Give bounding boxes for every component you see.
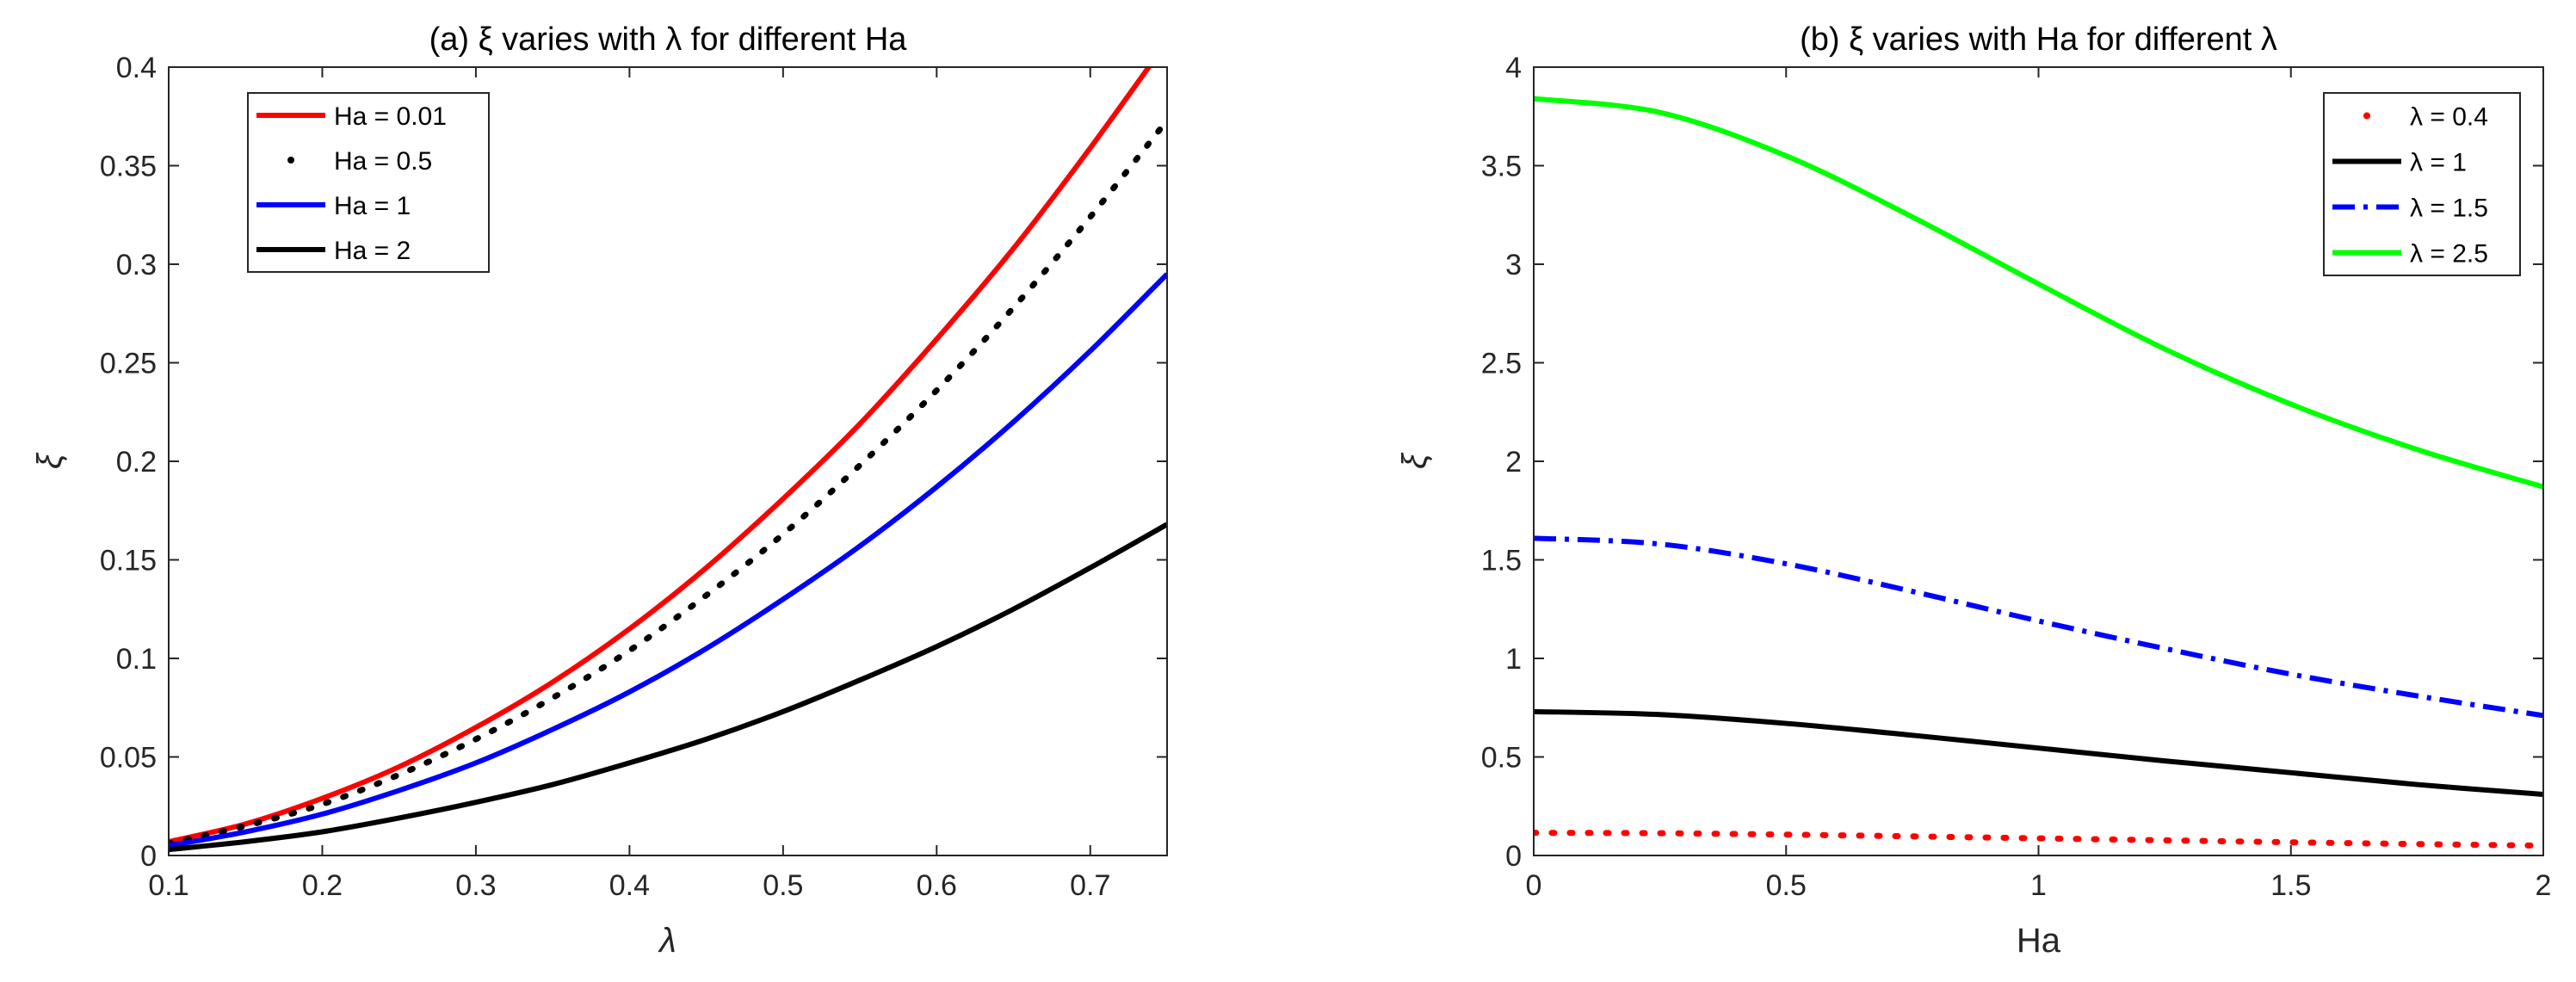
y-tick-label: 0.25	[100, 348, 157, 380]
y-tick-label: 0.15	[100, 545, 157, 577]
panel-a: 0.1 0.2 0.3 0.4 0.5 0.6 0.7 0 0.05 0.1 0.15 0.2 0.25…	[31, 22, 1168, 960]
x-axis-label: Ha	[2017, 922, 2061, 960]
chart-title: (a) ξ varies with λ for different Ha	[429, 22, 908, 58]
y-tick-label: 3	[1505, 249, 1522, 281]
y-tick-label: 1	[1505, 643, 1522, 676]
y-tick-label: 0.05	[100, 742, 157, 775]
series-line-1	[1534, 830, 2543, 849]
legend-marker	[287, 157, 294, 164]
legend-entry-label: λ = 1	[2410, 149, 2467, 177]
series-line-3	[169, 272, 1167, 849]
series-line-2	[169, 117, 1167, 847]
legend-entry-label: Ha = 0.01	[334, 102, 447, 131]
series-line-1	[169, 67, 1152, 844]
y-tick-label: 0.2	[116, 446, 157, 479]
x-tick-label: 0.5	[763, 869, 803, 902]
legend-entry-label: Ha = 2	[334, 237, 411, 265]
x-tick-label: 2	[2536, 869, 2552, 902]
y-axis-label: ξ	[31, 452, 69, 469]
series-line-2	[1534, 708, 2543, 798]
legend-entry-label: Ha = 1	[334, 192, 411, 220]
y-axis-label: ξ	[1396, 452, 1434, 469]
legend: Ha = 0.01 Ha = 0.5 Ha = 1 Ha = 2	[247, 92, 490, 273]
legend-entry-label: λ = 0.4	[2410, 103, 2488, 132]
x-tick-label: 0.2	[302, 869, 343, 902]
legend-entry-label: λ = 1.5	[2410, 195, 2488, 223]
x-tick-label: 0.3	[455, 869, 496, 902]
legend-marker	[2363, 112, 2370, 120]
panel-b: 0 0.5 1 1.5 2 0 0.5 1 1.5 2 2.5 3 3.5 4 (b) ξ varies w…	[1396, 22, 2551, 960]
legend: λ = 0.4 λ = 1 λ = 1.5 λ = 2.5	[2323, 92, 2521, 276]
x-tick-label: 0.1	[148, 869, 188, 902]
y-tick-label: 0.35	[100, 151, 157, 183]
y-tick-label: 0.1	[116, 643, 157, 676]
legend-entry-label: Ha = 0.5	[334, 147, 432, 176]
series-line-4	[169, 522, 1167, 853]
y-tick-label: 0.5	[1481, 742, 1522, 775]
y-tick-label: 0.4	[116, 52, 157, 84]
chart-title: (b) ξ varies with Ha for different λ	[1800, 22, 2277, 58]
x-axis-label: λ	[658, 922, 676, 960]
series-group	[169, 67, 1167, 853]
legend-box	[247, 92, 490, 273]
y-tick-label: 0.3	[116, 249, 157, 281]
legend-box	[2323, 92, 2521, 276]
x-tick-label: 0.6	[917, 869, 957, 902]
series-group	[1534, 96, 2543, 849]
x-tick-label: 1	[2030, 869, 2047, 902]
y-tick-label: 2	[1505, 446, 1522, 479]
y-tick-label: 0	[140, 840, 157, 873]
x-tick-label: 0.5	[1766, 869, 1807, 902]
series-line-3	[1534, 535, 2543, 719]
series-line-4	[1534, 96, 2543, 490]
y-tick-label: 1.5	[1481, 545, 1522, 577]
y-tick-label: 3.5	[1481, 151, 1522, 183]
y-tick-label: 2.5	[1481, 348, 1522, 380]
x-tick-label: 1.5	[2270, 869, 2311, 902]
y-tick-label: 0	[1505, 840, 1522, 873]
x-tick-label: 0.4	[609, 869, 650, 902]
legend-entry-label: λ = 2.5	[2410, 240, 2488, 269]
x-tick-label: 0.7	[1070, 869, 1110, 902]
x-tick-label: 0	[1526, 869, 1542, 902]
y-tick-label: 4	[1505, 52, 1522, 84]
